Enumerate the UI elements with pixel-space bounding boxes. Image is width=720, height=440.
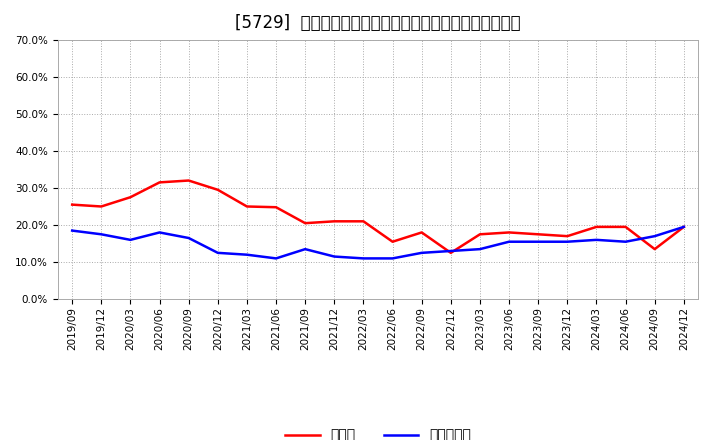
現顔金 <box>446 250 455 256</box>
有利子負債 <box>68 228 76 233</box>
現顔金 <box>97 204 106 209</box>
有利子負債 <box>418 250 426 256</box>
有利子負債 <box>650 234 659 239</box>
有利子負債 <box>301 246 310 252</box>
有利子負債 <box>126 237 135 242</box>
有利子負債 <box>563 239 572 244</box>
有利子負債 <box>271 256 280 261</box>
現顔金 <box>301 220 310 226</box>
現顔金 <box>126 194 135 200</box>
Line: 現顔金: 現顔金 <box>72 180 684 253</box>
有利子負債 <box>680 224 688 230</box>
現顔金 <box>213 187 222 192</box>
有利子負債 <box>534 239 543 244</box>
有利子負債 <box>505 239 513 244</box>
現顔金 <box>68 202 76 207</box>
現顔金 <box>680 224 688 230</box>
有利子負債 <box>592 237 600 242</box>
現顔金 <box>271 205 280 210</box>
有利子負債 <box>213 250 222 256</box>
現顔金 <box>534 231 543 237</box>
Legend: 現顔金, 有利子負債: 現顔金, 有利子負債 <box>279 423 477 440</box>
有利子負債 <box>184 235 193 241</box>
現顔金 <box>243 204 251 209</box>
現顔金 <box>359 219 368 224</box>
有利子負債 <box>156 230 164 235</box>
有利子負債 <box>359 256 368 261</box>
現顔金 <box>418 230 426 235</box>
現顔金 <box>563 234 572 239</box>
Line: 有利子負債: 有利子負債 <box>72 227 684 258</box>
有利子負債 <box>388 256 397 261</box>
有利子負債 <box>330 254 338 259</box>
現顔金 <box>184 178 193 183</box>
現顔金 <box>592 224 600 230</box>
現顔金 <box>330 219 338 224</box>
Title: [5729]  現顔金、有利子負債の総資産に対する比率の推移: [5729] 現顔金、有利子負債の総資産に対する比率の推移 <box>235 15 521 33</box>
有利子負債 <box>476 246 485 252</box>
現顔金 <box>505 230 513 235</box>
現顔金 <box>650 246 659 252</box>
現顔金 <box>156 180 164 185</box>
有利子負債 <box>243 252 251 257</box>
有利子負債 <box>97 231 106 237</box>
現顔金 <box>476 231 485 237</box>
有利子負債 <box>446 248 455 253</box>
現顔金 <box>621 224 630 230</box>
有利子負債 <box>621 239 630 244</box>
現顔金 <box>388 239 397 244</box>
